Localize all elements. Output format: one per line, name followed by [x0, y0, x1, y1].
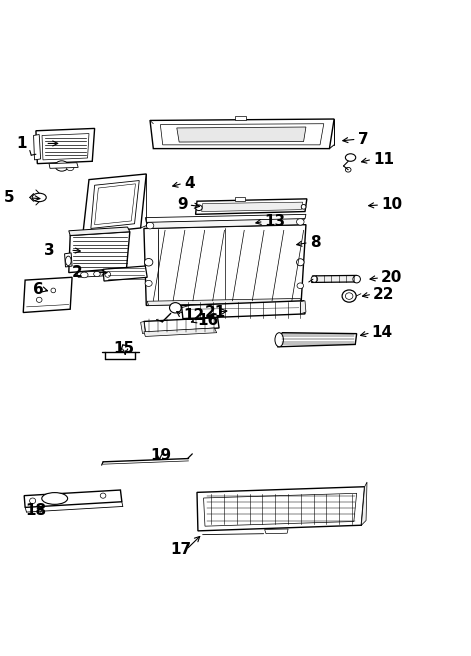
Polygon shape [144, 225, 306, 306]
Ellipse shape [227, 220, 235, 228]
Ellipse shape [311, 276, 317, 282]
Ellipse shape [297, 218, 304, 225]
Text: 5: 5 [4, 190, 15, 205]
Ellipse shape [42, 493, 68, 504]
Polygon shape [69, 227, 130, 236]
Ellipse shape [345, 167, 351, 172]
Text: 8: 8 [310, 235, 320, 250]
Polygon shape [147, 298, 300, 306]
Polygon shape [202, 202, 303, 211]
Polygon shape [147, 218, 305, 228]
Polygon shape [181, 300, 305, 319]
Text: 3: 3 [44, 243, 55, 258]
Text: 22: 22 [373, 287, 395, 302]
Ellipse shape [170, 302, 181, 313]
Text: 18: 18 [25, 502, 46, 518]
Text: 20: 20 [381, 270, 402, 285]
Text: 14: 14 [372, 325, 393, 340]
Ellipse shape [297, 283, 304, 289]
Text: 4: 4 [184, 176, 195, 191]
Text: 16: 16 [197, 313, 218, 328]
Ellipse shape [353, 276, 360, 283]
Polygon shape [23, 277, 72, 312]
Ellipse shape [32, 194, 46, 201]
Polygon shape [144, 328, 217, 337]
Ellipse shape [30, 498, 36, 504]
Ellipse shape [100, 493, 106, 499]
Ellipse shape [345, 293, 353, 299]
Text: 9: 9 [177, 197, 187, 213]
Text: 17: 17 [171, 542, 192, 557]
Polygon shape [95, 184, 136, 225]
Polygon shape [203, 493, 357, 526]
Polygon shape [150, 119, 334, 149]
Ellipse shape [36, 297, 42, 302]
Polygon shape [103, 266, 147, 281]
Ellipse shape [146, 222, 154, 229]
Polygon shape [91, 180, 139, 228]
Polygon shape [160, 124, 324, 145]
Polygon shape [144, 318, 219, 333]
Text: 2: 2 [72, 265, 83, 280]
Text: 1: 1 [16, 136, 26, 151]
Polygon shape [77, 271, 114, 277]
Bar [235, 115, 246, 121]
Ellipse shape [65, 256, 71, 266]
Ellipse shape [145, 280, 152, 287]
Ellipse shape [301, 205, 306, 209]
Polygon shape [312, 276, 357, 283]
Ellipse shape [105, 272, 111, 277]
Ellipse shape [275, 333, 284, 347]
Text: 13: 13 [265, 214, 286, 229]
Ellipse shape [66, 164, 74, 171]
Text: 15: 15 [114, 340, 135, 356]
Polygon shape [177, 127, 306, 142]
Polygon shape [361, 482, 367, 525]
Polygon shape [83, 174, 146, 234]
Polygon shape [146, 215, 306, 222]
Ellipse shape [94, 272, 100, 277]
Ellipse shape [195, 205, 202, 211]
Text: 12: 12 [183, 308, 204, 323]
Text: 7: 7 [357, 132, 368, 147]
Text: 11: 11 [373, 152, 394, 167]
Polygon shape [220, 221, 253, 228]
Polygon shape [65, 253, 72, 267]
Polygon shape [33, 134, 41, 160]
Polygon shape [36, 129, 95, 163]
Ellipse shape [342, 290, 356, 302]
Text: 10: 10 [381, 197, 402, 213]
Polygon shape [265, 529, 288, 534]
Polygon shape [24, 490, 122, 507]
Ellipse shape [145, 258, 153, 266]
Bar [235, 197, 245, 201]
Polygon shape [195, 199, 307, 215]
Ellipse shape [345, 154, 356, 161]
Ellipse shape [51, 288, 56, 293]
Text: 6: 6 [32, 282, 43, 297]
Polygon shape [49, 163, 78, 169]
Polygon shape [277, 333, 357, 347]
Text: 19: 19 [150, 448, 171, 463]
Ellipse shape [81, 272, 88, 277]
Polygon shape [300, 300, 306, 314]
Ellipse shape [253, 223, 258, 228]
Polygon shape [197, 487, 365, 531]
Ellipse shape [55, 161, 68, 171]
Polygon shape [141, 321, 146, 334]
Ellipse shape [297, 258, 304, 266]
Text: 21: 21 [205, 304, 226, 319]
Polygon shape [69, 232, 130, 273]
Polygon shape [42, 134, 89, 160]
